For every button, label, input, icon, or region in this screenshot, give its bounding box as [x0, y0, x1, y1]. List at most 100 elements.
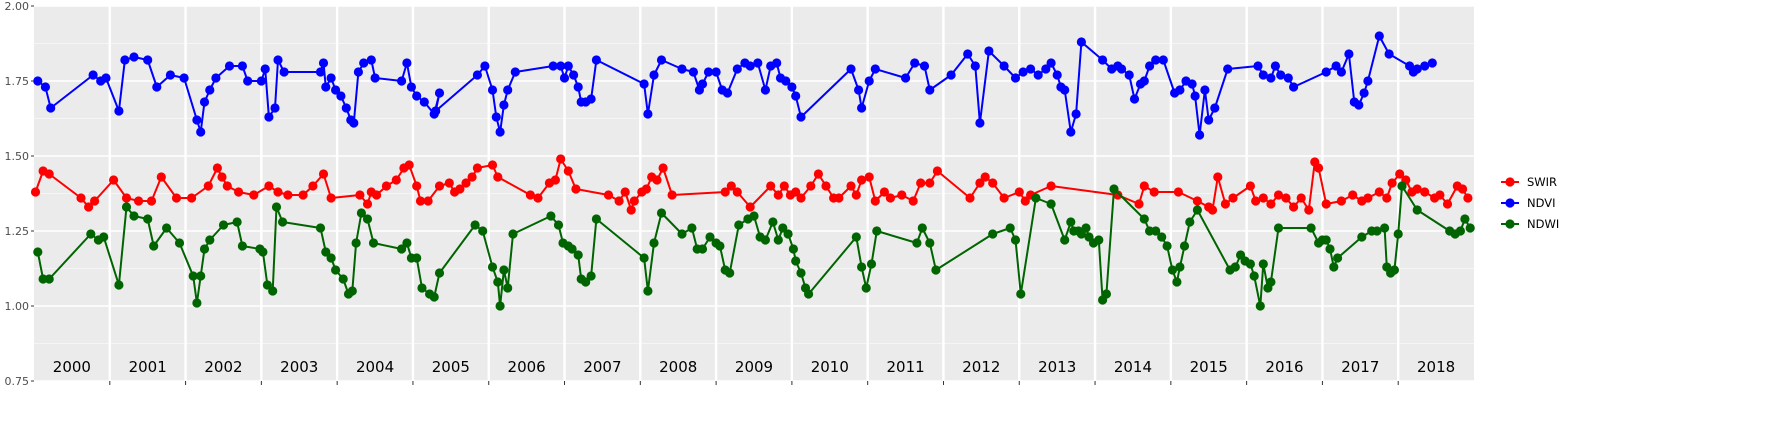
data-point: [553, 220, 564, 230]
data-point: [1101, 289, 1111, 299]
data-point: [806, 181, 816, 191]
data-point: [1195, 130, 1205, 140]
data-point: [1076, 37, 1086, 47]
data-point: [192, 298, 202, 308]
data-point: [1046, 58, 1056, 68]
data-point: [851, 190, 861, 200]
legend: SWIR NDVI NDWI: [1501, 175, 1559, 231]
data-point: [1098, 55, 1108, 65]
data-point: [273, 55, 283, 65]
data-point: [603, 190, 614, 200]
data-point: [872, 226, 882, 236]
year-label: 2015: [1190, 358, 1228, 376]
data-point: [1336, 67, 1346, 77]
data-point: [1220, 199, 1230, 209]
data-point: [697, 79, 708, 89]
data-point: [1109, 184, 1119, 194]
data-point: [417, 283, 427, 293]
data-point: [402, 238, 412, 248]
data-point: [970, 61, 980, 71]
data-point: [720, 187, 730, 197]
data-point: [1331, 61, 1341, 71]
data-point: [1173, 187, 1183, 197]
data-point: [787, 82, 797, 92]
data-point: [196, 127, 206, 137]
data-point: [1325, 244, 1335, 254]
data-point: [768, 217, 778, 227]
data-point: [480, 61, 490, 71]
legend-item-ndvi: NDVI: [1501, 196, 1556, 210]
data-point: [1359, 88, 1369, 98]
year-label: 2016: [1265, 358, 1303, 376]
data-point: [1149, 187, 1159, 197]
data-point: [1167, 265, 1177, 275]
data-point: [999, 61, 1009, 71]
year-label: 2005: [432, 358, 470, 376]
data-point: [643, 286, 653, 296]
data-point: [870, 196, 880, 206]
data-point: [804, 289, 814, 299]
data-point: [688, 67, 699, 77]
data-point: [705, 232, 715, 242]
data-point: [1465, 223, 1475, 233]
data-point: [1258, 193, 1268, 203]
year-label: 2001: [129, 358, 167, 376]
data-point: [1010, 235, 1021, 245]
data-point: [499, 265, 509, 275]
year-label: 2014: [1114, 358, 1152, 376]
legend-key-point: [1505, 177, 1515, 187]
data-point: [556, 61, 566, 71]
data-point: [1175, 262, 1185, 272]
data-point: [237, 241, 247, 251]
data-point: [283, 190, 293, 200]
data-point: [1329, 262, 1339, 272]
data-point: [1387, 178, 1397, 188]
data-point: [975, 178, 985, 188]
data-point: [331, 85, 341, 95]
data-point: [975, 118, 985, 128]
data-point: [567, 244, 577, 254]
data-point: [1372, 226, 1382, 236]
data-point: [1354, 100, 1364, 110]
data-point: [796, 193, 806, 203]
data-point: [1348, 190, 1358, 200]
data-point: [573, 250, 583, 260]
data-point: [778, 223, 788, 233]
data-point: [222, 181, 232, 191]
data-point: [1185, 217, 1195, 227]
data-point: [586, 94, 596, 104]
legend-label: SWIR: [1527, 175, 1557, 189]
data-point: [629, 196, 639, 206]
data-point: [1258, 259, 1268, 269]
data-point: [1060, 85, 1070, 95]
data-point: [149, 241, 159, 251]
data-point: [174, 238, 185, 248]
data-point: [44, 169, 54, 179]
data-point: [1046, 181, 1056, 191]
data-point: [1412, 205, 1422, 215]
series-swir: [30, 154, 1473, 215]
year-label: 2017: [1341, 358, 1379, 376]
y-tick-label: 1.25: [5, 225, 30, 238]
data-point: [1276, 70, 1286, 80]
data-point: [1336, 196, 1346, 206]
series-group: [30, 31, 1475, 311]
data-point: [1014, 187, 1024, 197]
data-point: [908, 196, 918, 206]
data-point: [86, 229, 96, 239]
data-point: [569, 70, 579, 80]
year-label: 2004: [356, 358, 394, 376]
year-label: 2009: [735, 358, 773, 376]
data-point: [143, 214, 153, 224]
data-point: [429, 292, 439, 302]
data-point: [370, 73, 380, 83]
data-point: [1172, 277, 1182, 287]
data-point: [591, 55, 602, 65]
data-point: [1060, 235, 1070, 245]
data-point: [1210, 103, 1220, 113]
data-point: [121, 193, 132, 203]
data-point: [1071, 109, 1081, 119]
year-label: 2013: [1038, 358, 1076, 376]
data-point: [260, 64, 270, 74]
data-point: [217, 172, 227, 182]
